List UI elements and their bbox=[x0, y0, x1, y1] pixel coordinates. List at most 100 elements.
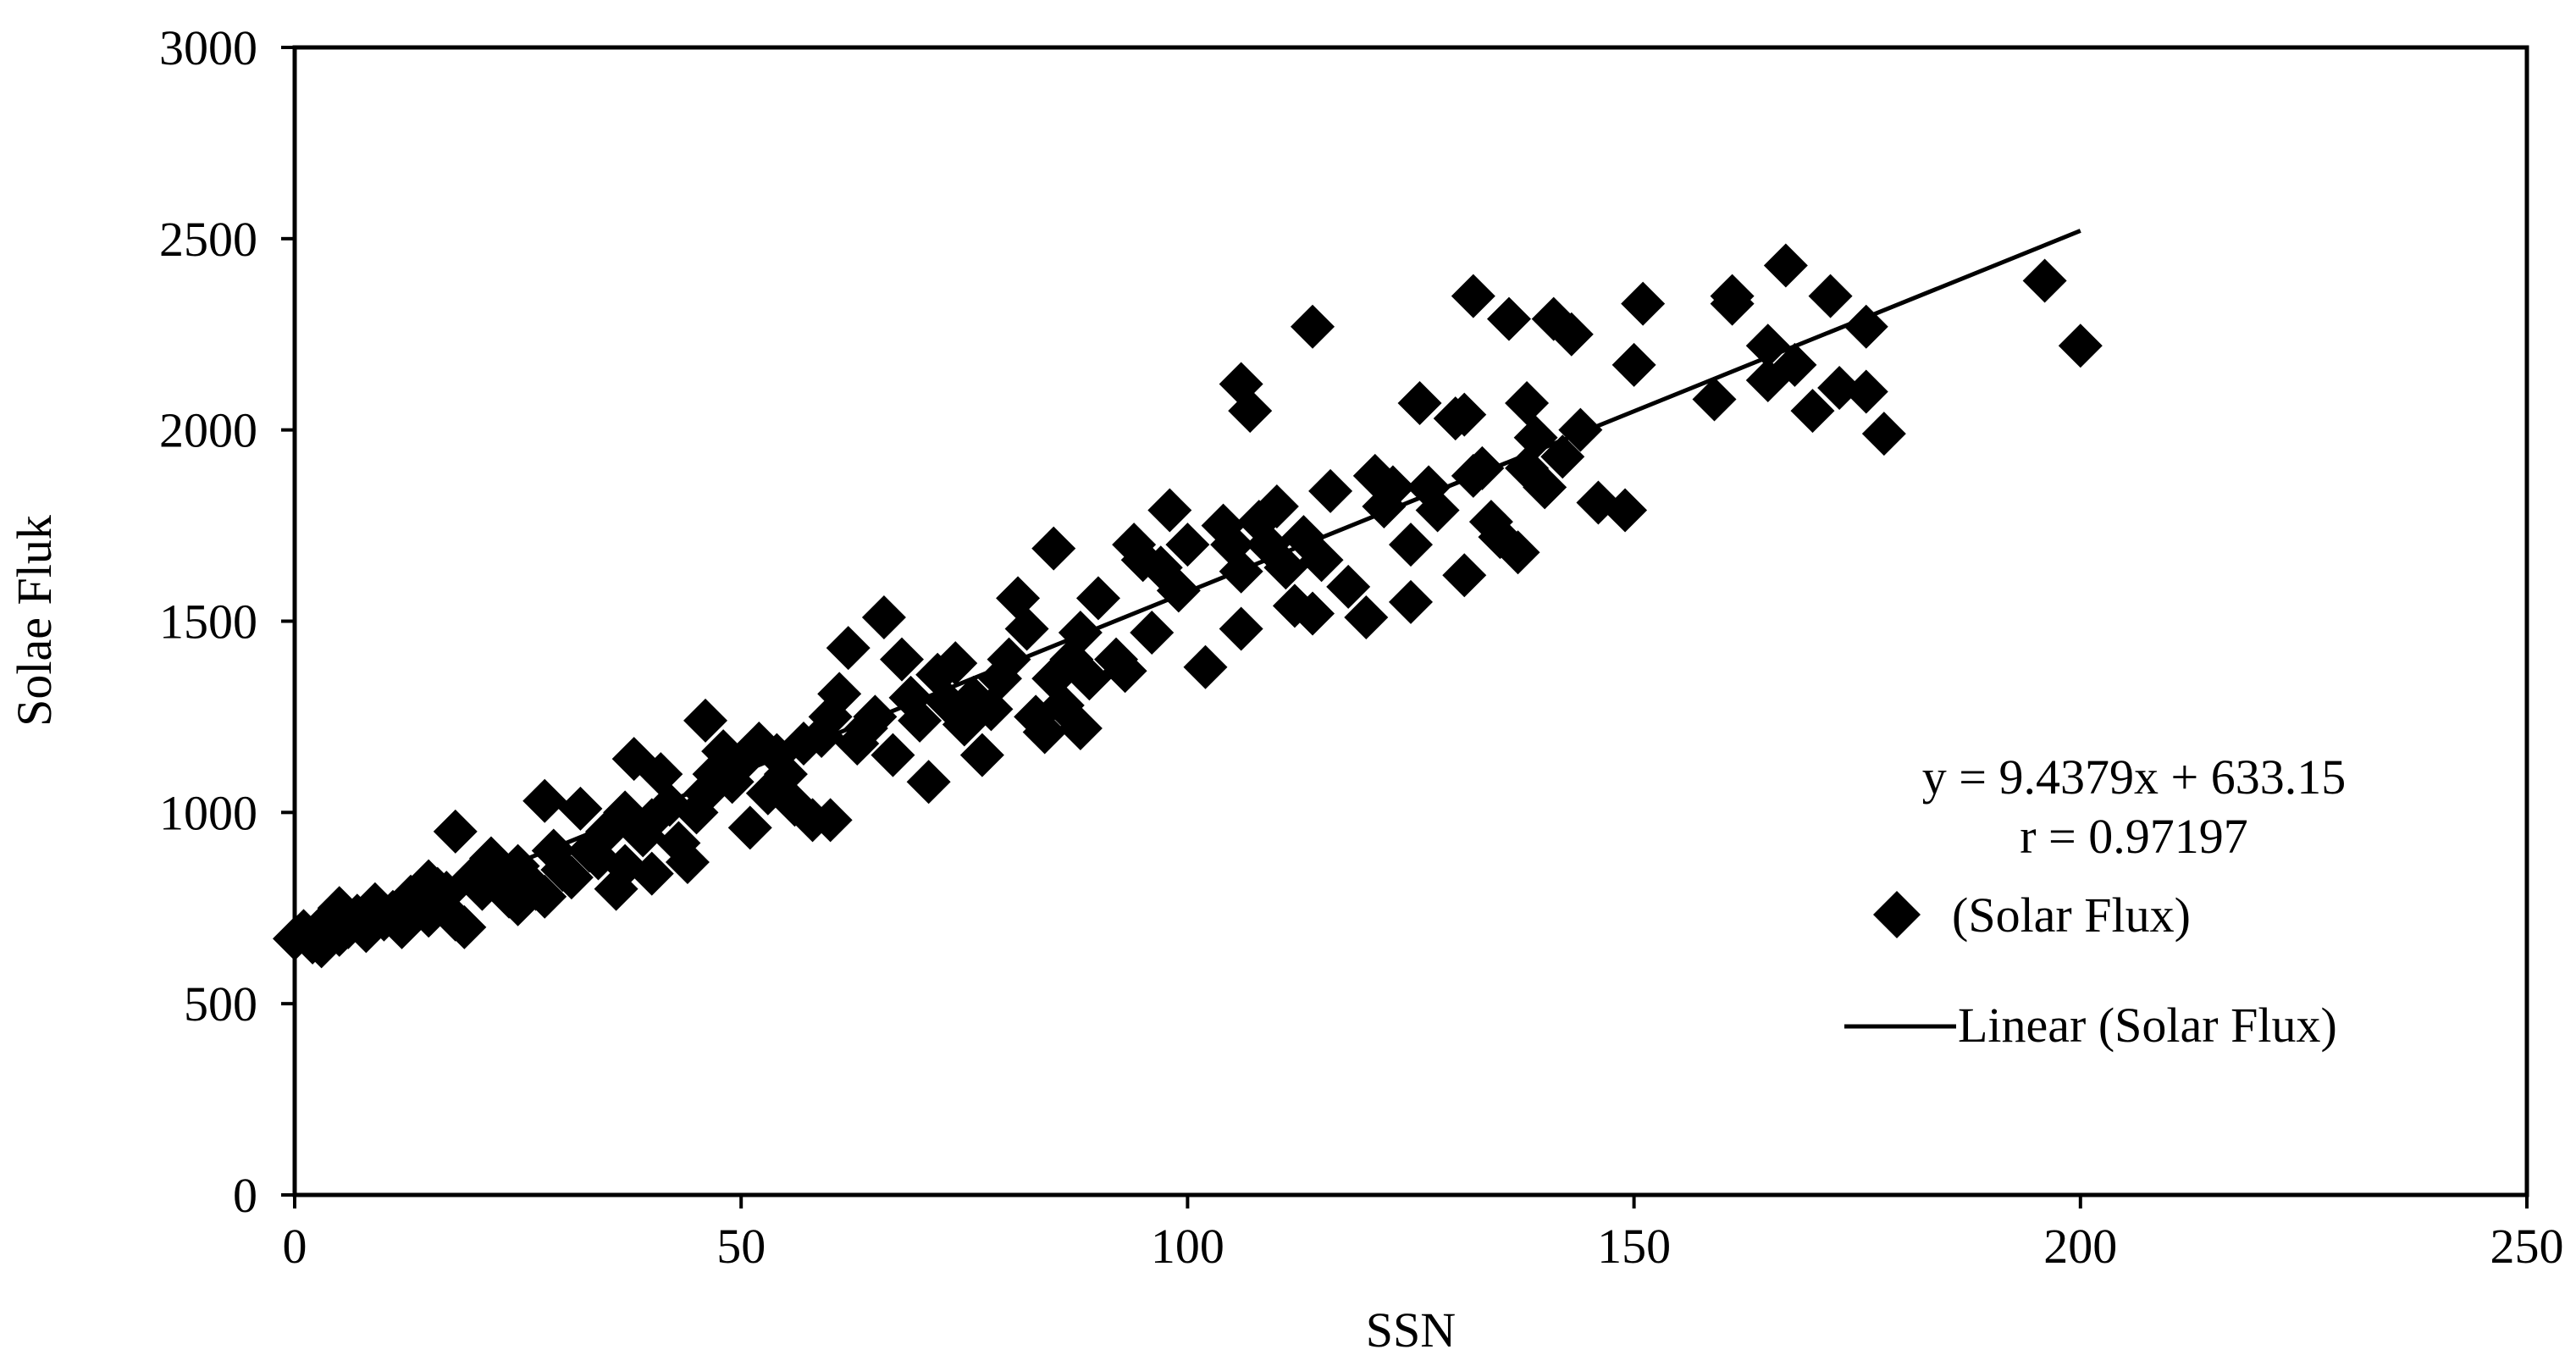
data-point bbox=[1442, 392, 1487, 437]
x-tick-label: 50 bbox=[716, 1219, 766, 1274]
data-point bbox=[987, 637, 1031, 682]
data-point bbox=[1710, 274, 1755, 318]
data-point bbox=[1103, 649, 1147, 694]
legend-label-linear: Linear (Solar Flux) bbox=[1958, 998, 2337, 1053]
data-points-group bbox=[273, 243, 2103, 969]
data-point bbox=[1228, 389, 1273, 434]
data-point bbox=[558, 786, 603, 831]
data-point bbox=[959, 733, 1004, 777]
data-point bbox=[1389, 523, 1433, 567]
data-point bbox=[683, 698, 728, 743]
data-point bbox=[1611, 342, 1656, 387]
data-point bbox=[1058, 611, 1103, 655]
data-point bbox=[1219, 549, 1263, 594]
data-point bbox=[1344, 595, 1389, 639]
data-point bbox=[853, 694, 898, 739]
data-point bbox=[1058, 705, 1103, 750]
data-point bbox=[594, 866, 638, 911]
x-axis-title: SSN bbox=[1366, 1302, 1456, 1355]
data-point bbox=[871, 733, 915, 777]
data-point bbox=[817, 672, 862, 716]
data-point bbox=[861, 595, 906, 639]
x-tick-label: 250 bbox=[2490, 1219, 2564, 1274]
data-point bbox=[1486, 296, 1531, 341]
data-point bbox=[1505, 381, 1550, 426]
data-point bbox=[1460, 445, 1505, 490]
data-point bbox=[1397, 381, 1442, 426]
data-point bbox=[1451, 274, 1495, 318]
legend-label-solar-flux: (Solar Flux) bbox=[1952, 888, 2191, 943]
data-point bbox=[1415, 488, 1460, 533]
data-point bbox=[1254, 484, 1299, 528]
data-point bbox=[1156, 568, 1201, 613]
data-point bbox=[1523, 465, 1567, 510]
data-point bbox=[1389, 579, 1433, 624]
data-point bbox=[1022, 710, 1067, 755]
data-point bbox=[1308, 468, 1353, 513]
data-point bbox=[629, 851, 674, 896]
legend-item-solar-flux: (Solar Flux) bbox=[1873, 888, 2191, 943]
data-point bbox=[522, 778, 567, 823]
data-point bbox=[1558, 407, 1603, 452]
data-point bbox=[1130, 611, 1175, 655]
data-point bbox=[433, 809, 478, 854]
trendline-equation: y = 9.4379x + 633.15 bbox=[1922, 749, 2346, 805]
data-point bbox=[1442, 553, 1487, 598]
data-point bbox=[1861, 412, 1906, 456]
data-point bbox=[1763, 243, 1808, 288]
data-point bbox=[1495, 530, 1540, 575]
data-point bbox=[1772, 342, 1817, 387]
data-point bbox=[1692, 377, 1737, 422]
data-point bbox=[1844, 369, 1888, 414]
chart-legend: y = 9.4379x + 633.15 r = 0.97197 (Solar … bbox=[1844, 749, 2346, 1053]
data-point bbox=[549, 855, 594, 900]
y-tick-label: 500 bbox=[184, 976, 257, 1031]
data-point bbox=[1291, 591, 1335, 636]
correlation-value: r = 0.97197 bbox=[2020, 809, 2248, 864]
data-point bbox=[1165, 523, 1210, 567]
data-point bbox=[1370, 465, 1415, 510]
data-point bbox=[1291, 304, 1335, 349]
data-point bbox=[1513, 415, 1558, 460]
y-tick-label: 3000 bbox=[159, 20, 257, 75]
data-point bbox=[522, 874, 567, 919]
data-point bbox=[933, 641, 978, 686]
data-point bbox=[879, 637, 924, 682]
data-point bbox=[1067, 656, 1112, 701]
x-axis-ticks: 0 50 100 150 200 250 bbox=[283, 1195, 2564, 1274]
data-point bbox=[2022, 258, 2067, 303]
y-axis-title: Solae Fluk bbox=[7, 515, 62, 727]
data-point bbox=[1263, 545, 1308, 590]
x-tick-label: 200 bbox=[2043, 1219, 2117, 1274]
data-point bbox=[1299, 538, 1344, 583]
data-point bbox=[1844, 304, 1888, 349]
legend-item-linear: Linear (Solar Flux) bbox=[1844, 998, 2337, 1053]
data-point bbox=[1219, 606, 1263, 651]
data-point bbox=[808, 798, 853, 843]
data-point bbox=[1075, 576, 1120, 621]
data-point bbox=[1326, 564, 1371, 609]
y-tick-label: 2000 bbox=[159, 403, 257, 458]
y-tick-label: 1500 bbox=[159, 595, 257, 650]
x-tick-label: 0 bbox=[283, 1219, 307, 1274]
data-point bbox=[442, 904, 487, 949]
data-point bbox=[898, 698, 943, 743]
data-point bbox=[1031, 526, 1076, 571]
data-point bbox=[906, 760, 951, 805]
data-point bbox=[826, 626, 871, 671]
y-axis-ticks: 0 500 1000 1500 2000 2500 3000 bbox=[159, 20, 295, 1223]
data-point bbox=[727, 805, 772, 850]
data-point bbox=[1183, 644, 1228, 689]
data-point bbox=[1540, 434, 1585, 479]
data-point bbox=[1004, 606, 1049, 651]
x-tick-label: 100 bbox=[1151, 1219, 1224, 1274]
y-tick-label: 0 bbox=[233, 1168, 257, 1223]
data-point bbox=[1603, 488, 1648, 533]
data-point bbox=[2058, 324, 2103, 368]
legend-diamond-marker bbox=[1873, 891, 1921, 938]
data-point bbox=[1549, 312, 1594, 357]
y-tick-label: 1000 bbox=[159, 785, 257, 840]
data-point bbox=[1790, 389, 1835, 434]
data-point bbox=[1745, 324, 1790, 368]
